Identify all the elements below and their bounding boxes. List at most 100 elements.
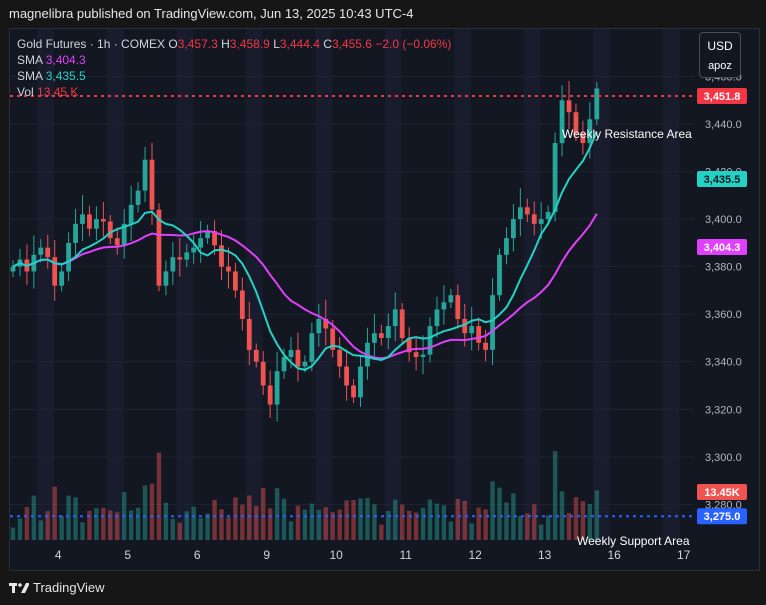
volume-bar — [525, 513, 530, 540]
volume-bar — [191, 506, 196, 540]
candle-body — [580, 133, 586, 144]
candle-body — [281, 356, 287, 372]
candle-body — [295, 349, 301, 367]
open-value: 3,457.3 — [177, 37, 218, 51]
candle-body — [316, 318, 322, 334]
session-band — [384, 29, 402, 540]
price-tag-sma-fast — [697, 171, 747, 187]
candle-body — [309, 333, 315, 362]
legend-sma-fast-row: SMA 3,435.5 — [17, 68, 451, 84]
volume-bar — [337, 509, 342, 540]
volume-bar — [267, 508, 273, 540]
footer-brand[interactable]: TradingView — [9, 580, 105, 595]
candle-body — [163, 271, 169, 286]
volume-bar — [247, 495, 252, 540]
volume-bar — [393, 499, 398, 540]
volume-bar — [108, 510, 113, 540]
price-tick-label: 3,340.0 — [705, 357, 742, 369]
candle-body — [253, 349, 259, 362]
session-band — [662, 29, 680, 540]
candle-body — [573, 112, 579, 134]
candle-body — [344, 366, 349, 386]
candle-body — [524, 207, 530, 215]
volume-bar — [87, 510, 92, 540]
volume-label: Vol — [17, 85, 34, 99]
volume-bar — [427, 499, 433, 540]
time-tick-label: 10 — [329, 548, 343, 562]
tradingview-logo-icon — [9, 582, 29, 593]
candle-body — [420, 354, 426, 357]
candle-body — [239, 290, 245, 319]
price-tag-resistance-label: 3,451.8 — [704, 91, 741, 103]
volume-bar — [205, 513, 210, 540]
support-annotation: Weekly Support Area — [577, 534, 690, 548]
volume-bar — [441, 505, 447, 540]
candle-body — [406, 337, 412, 353]
candle-body — [233, 271, 238, 291]
volume-bar — [483, 509, 488, 540]
price-tags: 3,451.8 3,435.5 3,404.3 13.45K 3,275.0 — [697, 88, 747, 525]
high-label: H — [221, 37, 230, 51]
candle-body — [441, 302, 447, 310]
volume-bar — [532, 504, 537, 540]
close-label: C — [323, 37, 332, 51]
candle-body — [177, 257, 183, 260]
candle-body — [462, 318, 468, 334]
session-band — [106, 29, 124, 540]
candle-body — [135, 190, 141, 205]
volume-bar — [330, 512, 335, 540]
volume-bar — [156, 452, 162, 540]
low-label: L — [273, 37, 280, 51]
volume-bar — [80, 522, 85, 540]
candle-body — [52, 257, 58, 286]
price-tag-support — [697, 508, 747, 525]
volume-bar — [219, 509, 224, 540]
time-tick-label: 17 — [677, 548, 691, 562]
volume-bar — [504, 502, 509, 540]
volume-bar — [539, 524, 544, 540]
volume-bars — [10, 451, 599, 540]
candle-body — [372, 333, 377, 343]
candle-body — [226, 266, 231, 272]
candle-body — [358, 366, 363, 398]
volume-bar — [462, 500, 467, 540]
candle-body — [517, 207, 523, 220]
price-tick-label: 3,300.0 — [705, 452, 742, 464]
volume-bar — [587, 504, 593, 540]
candle-body — [378, 333, 384, 338]
volume-bar — [420, 507, 426, 540]
volume-bar — [316, 509, 321, 540]
sma-slow-value: 3,404.3 — [45, 53, 86, 67]
candle-body — [260, 361, 266, 386]
price-tick-label: 3,380.0 — [705, 262, 742, 274]
publish-info: magnelibra published on TradingView.com,… — [9, 6, 414, 21]
session-band — [176, 29, 194, 540]
time-tick-label: 9 — [263, 548, 270, 562]
volume-bar — [413, 512, 419, 540]
chart-legend: Gold Futures · 1h · COMEX O3,457.3 H3,45… — [17, 36, 451, 100]
candle-body — [45, 247, 51, 258]
volume-bar — [101, 507, 106, 540]
session-band — [454, 29, 472, 540]
volume-bar — [455, 499, 460, 540]
currency-unit-button[interactable]: USD apoz — [699, 32, 741, 78]
time-tick-label: 12 — [468, 548, 482, 562]
candle-body — [288, 349, 294, 357]
high-value: 3,458.9 — [229, 37, 270, 51]
volume-bar — [566, 513, 572, 540]
price-tick-label: 3,440.0 — [705, 119, 742, 131]
volume-bar — [386, 511, 391, 540]
candle-body — [149, 159, 155, 210]
candle-body — [531, 214, 537, 224]
candle-body — [434, 309, 440, 327]
candle-body — [156, 209, 162, 286]
chart-frame[interactable] — [9, 28, 760, 571]
candle-body — [59, 271, 65, 286]
volume-bar — [31, 495, 37, 540]
change-value: −2.0 (−0.06%) — [375, 37, 452, 51]
candle-body — [219, 245, 224, 267]
candle-body — [552, 143, 558, 213]
candle-body — [399, 309, 405, 338]
candle-body — [267, 385, 273, 405]
